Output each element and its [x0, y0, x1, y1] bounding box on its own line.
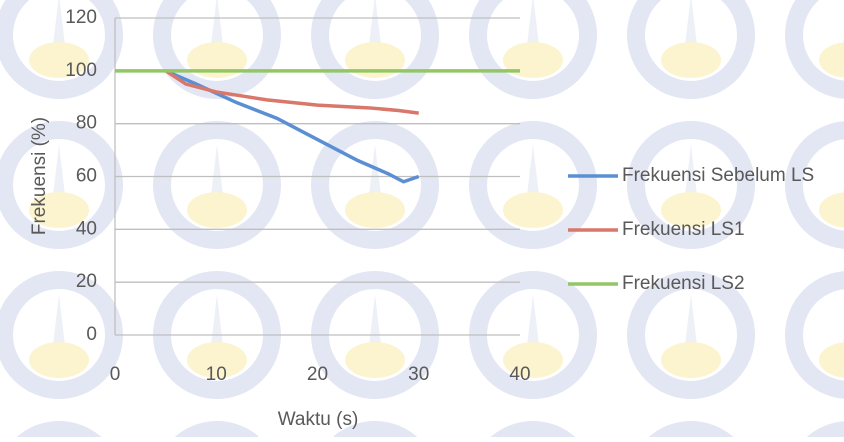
- x-tick-label: 10: [206, 364, 227, 385]
- y-tick-label: 80: [76, 113, 97, 134]
- y-tick-label: 0: [86, 324, 97, 345]
- y-tick-label: 40: [76, 218, 97, 239]
- x-axis-title: Waktu (s): [278, 409, 359, 430]
- x-tick-label: 0: [110, 364, 121, 385]
- x-tick-label: 30: [408, 364, 429, 385]
- y-axis-title: Frekuensi (%): [29, 117, 50, 235]
- x-tick-label: 20: [307, 364, 328, 385]
- chart: Waktu (s) Frekuensi (%) 0 20 40 60 80 100 120 0…: [0, 0, 844, 437]
- y-tick-label: 100: [65, 60, 97, 81]
- x-tick-label: 40: [509, 364, 530, 385]
- y-tick-label: 20: [76, 271, 97, 292]
- legend-label: Frekuensi LS2: [622, 273, 745, 294]
- y-tick-label: 120: [65, 7, 97, 28]
- legend-label: Frekuensi Sebelum LS: [622, 165, 814, 186]
- page: {"chart_data": {"type": "line", "x_label…: [0, 0, 844, 437]
- y-tick-label: 60: [76, 166, 97, 187]
- legend-label: Frekuensi LS1: [622, 219, 745, 240]
